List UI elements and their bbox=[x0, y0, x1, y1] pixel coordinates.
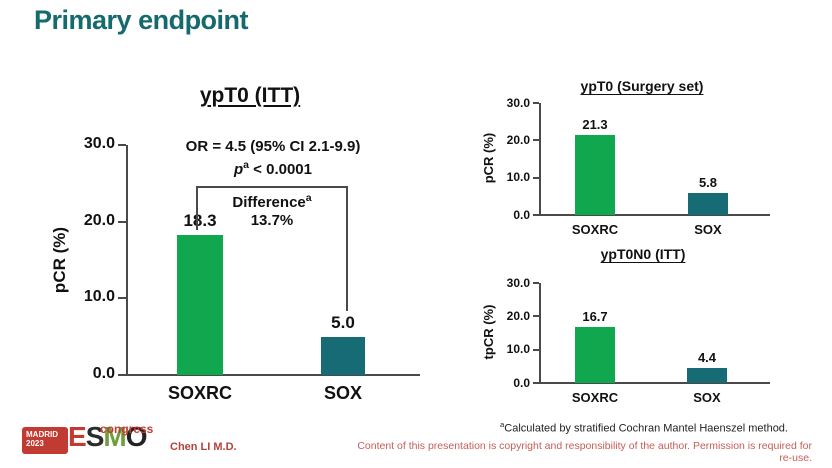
bar-sox bbox=[321, 336, 365, 375]
y-tick-mark bbox=[533, 102, 539, 104]
y-axis-line bbox=[539, 103, 541, 216]
y-tick-mark bbox=[533, 348, 539, 351]
chart-title: ypT0N0 (ITT) bbox=[600, 246, 686, 262]
copyright-disclaimer: Content of this presentation is copyrigh… bbox=[357, 440, 812, 464]
y-tick-label: 20.0 bbox=[506, 308, 530, 323]
y-tick-mark bbox=[533, 214, 539, 216]
y-tick-label: 30.0 bbox=[83, 135, 115, 153]
y-tick-mark bbox=[118, 297, 126, 300]
chart-title: ypT0 (ITT) bbox=[199, 84, 301, 107]
chart-title: ypT0 (Surgery set) bbox=[580, 78, 704, 94]
y-tick-label: 0.0 bbox=[513, 375, 530, 390]
bar-sox bbox=[688, 193, 728, 215]
y-tick-label: 10.0 bbox=[506, 170, 530, 185]
y-tick-label: 10.0 bbox=[506, 342, 530, 357]
y-tick-mark bbox=[118, 220, 126, 223]
bar-soxrc bbox=[575, 327, 615, 383]
bar-value-label: 18.3 bbox=[183, 210, 217, 230]
y-tick-label: 0.0 bbox=[92, 365, 115, 383]
x-category-label: SOX bbox=[323, 383, 362, 403]
esmo-letter: E bbox=[68, 421, 87, 452]
x-category-label: SOXRC bbox=[571, 390, 619, 405]
x-category-label: SOXRC bbox=[571, 222, 619, 237]
x-axis-line bbox=[539, 382, 770, 384]
bar-value-label: 16.7 bbox=[582, 308, 608, 324]
y-tick-label: 10.0 bbox=[83, 288, 115, 306]
bar-value-label: 21.3 bbox=[582, 116, 608, 132]
logo-year: 2023 bbox=[26, 439, 44, 449]
comparison-bracket-left bbox=[196, 186, 198, 230]
p-superscript: a bbox=[243, 159, 250, 171]
bar-value-label: 5.8 bbox=[698, 174, 718, 190]
y-tick-mark bbox=[533, 176, 539, 179]
y-tick-label: 20.0 bbox=[83, 211, 115, 229]
comparison-bracket-right bbox=[346, 186, 348, 311]
page-title: Primary endpoint bbox=[34, 5, 249, 35]
author-name: Chen LI M.D. bbox=[170, 441, 237, 453]
bar-soxrc bbox=[177, 234, 223, 375]
y-axis-line bbox=[539, 283, 541, 384]
x-axis-line bbox=[539, 214, 770, 216]
bar-sox bbox=[687, 368, 727, 383]
comparison-bracket-horizontal bbox=[196, 186, 348, 188]
y-tick-label: 30.0 bbox=[506, 95, 530, 110]
x-category-label: SOXRC bbox=[167, 383, 232, 403]
p-symbol: p bbox=[234, 161, 244, 178]
difference-value: 13.7% bbox=[250, 212, 294, 229]
difference-superscript: a bbox=[305, 192, 312, 204]
esmo-wordmark: ESMO bbox=[68, 421, 148, 453]
p-threshold: < 0.0001 bbox=[249, 161, 312, 178]
y-tick-label: 30.0 bbox=[506, 275, 530, 290]
y-tick-mark bbox=[533, 282, 539, 284]
bar-value-label: 5.0 bbox=[331, 312, 355, 332]
x-category-label: SOX bbox=[693, 390, 721, 405]
footnote-superscript: a bbox=[500, 420, 505, 429]
y-tick-mark bbox=[118, 374, 126, 376]
congress-label: congress bbox=[100, 422, 154, 436]
esmo-letter: S bbox=[85, 421, 105, 452]
difference-label: Differencea bbox=[232, 192, 312, 211]
x-category-label: SOX bbox=[694, 222, 722, 237]
esmo-letter: O bbox=[125, 421, 148, 452]
p-value-text: pa < 0.0001 bbox=[153, 159, 393, 178]
x-axis-line bbox=[126, 374, 420, 376]
y-tick-label: 20.0 bbox=[506, 132, 530, 147]
footnote: aCalculated by stratified Cochran Mantel… bbox=[500, 420, 788, 435]
odds-ratio-text: OR = 4.5 (95% CI 2.1-9.9) bbox=[185, 138, 361, 155]
bar-soxrc bbox=[575, 135, 615, 215]
y-tick-mark bbox=[533, 139, 539, 142]
y-tick-mark bbox=[533, 382, 539, 384]
esmo-letter: M bbox=[103, 421, 126, 452]
y-tick-mark bbox=[118, 144, 126, 146]
madrid-2023-badge: MADRID 2023 bbox=[22, 427, 68, 454]
logo-city: MADRID bbox=[26, 430, 58, 439]
y-axis-line bbox=[126, 145, 128, 376]
y-tick-label: 0.0 bbox=[513, 207, 530, 222]
bar-value-label: 4.4 bbox=[697, 349, 717, 365]
y-tick-mark bbox=[533, 315, 539, 318]
